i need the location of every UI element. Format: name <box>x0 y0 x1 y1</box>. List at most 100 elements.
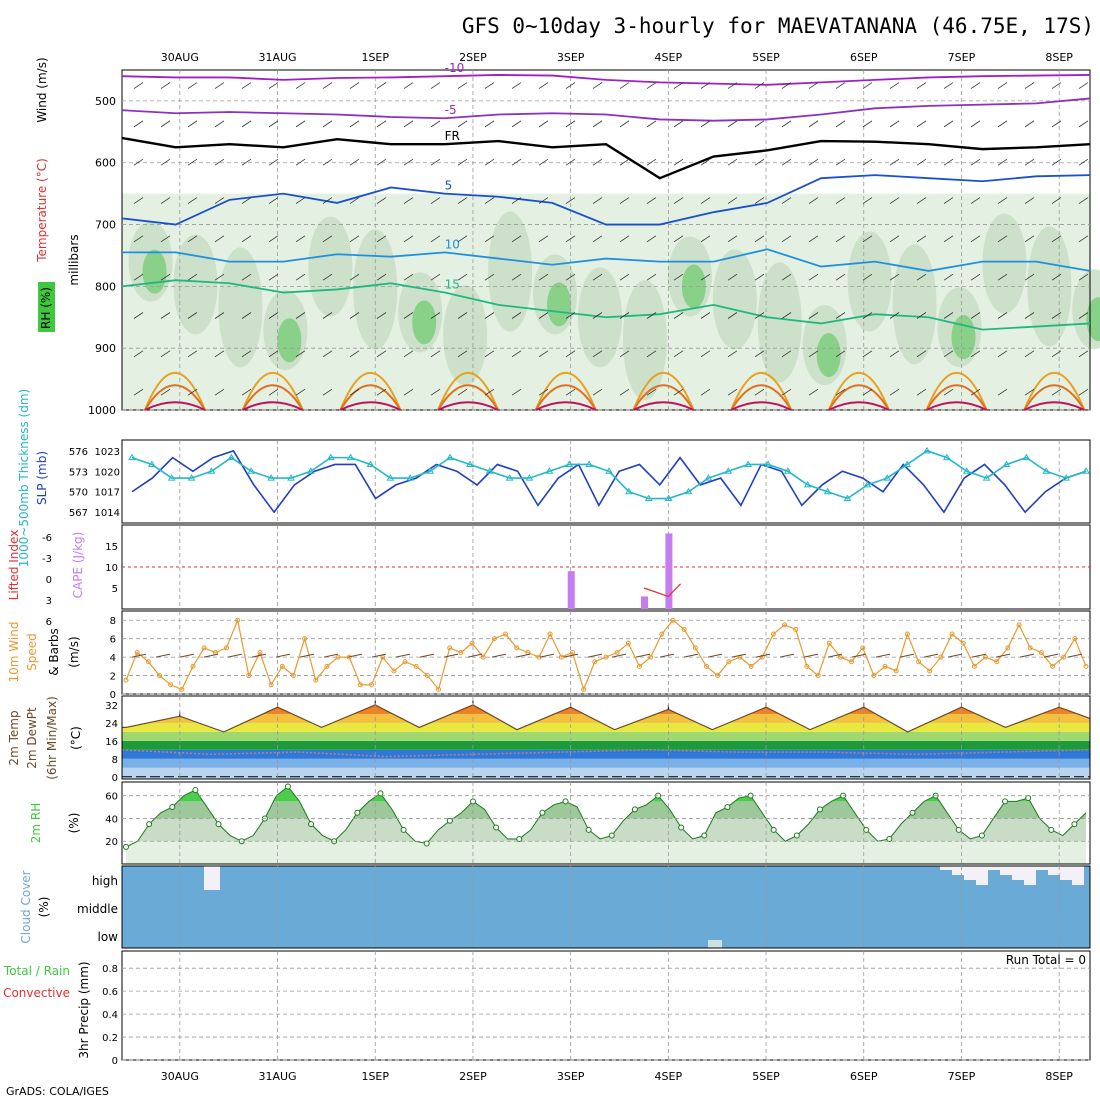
wind-barb <box>511 82 522 89</box>
wind-barb <box>241 235 252 243</box>
wind-barb <box>565 350 576 358</box>
wind-barb-10m <box>1043 653 1059 658</box>
wind-speed-point <box>692 645 698 651</box>
surface-temp-contour <box>925 371 988 411</box>
wind-barb <box>673 312 684 319</box>
wind-barb <box>862 273 873 281</box>
upper-ytick: 1000 <box>88 404 116 417</box>
rh-core <box>547 282 572 327</box>
thickness-marker <box>167 474 176 481</box>
wind-barb <box>538 350 549 358</box>
wind-barb <box>430 350 441 358</box>
isotherm-label: 10 <box>445 237 460 251</box>
wind-barb <box>430 312 441 319</box>
temp-ytick: 32 <box>105 701 118 712</box>
lifted-ytick: 3 <box>46 596 52 607</box>
temp-label-2: 2m DewPt <box>25 707 39 769</box>
rh-ytick: 20 <box>105 837 118 848</box>
upper-label-wind: Wind (m/s) <box>35 57 49 122</box>
wind-speed-point <box>179 686 185 692</box>
credit-text: GrADS: COLA/IGES <box>6 1085 109 1098</box>
temp-frame <box>121 695 1091 780</box>
wind-barb <box>484 158 495 166</box>
wind-barb <box>241 197 252 204</box>
thickness-marker <box>962 467 971 474</box>
wind-barb <box>349 312 360 319</box>
wind-speed-point <box>971 663 977 669</box>
wind-barb <box>133 197 144 204</box>
cloud-gap <box>1024 866 1036 885</box>
wind-barb <box>241 388 252 396</box>
wind-speed-point <box>1038 650 1044 655</box>
wind-barb <box>160 350 171 358</box>
cloud-gap <box>204 866 220 890</box>
date-label-bottom: 30AUG <box>161 1070 199 1083</box>
wind-barb <box>295 235 306 243</box>
wind-speed-point <box>938 654 944 660</box>
wind-barb <box>700 312 711 319</box>
date-label-top: 5SEP <box>752 51 780 64</box>
wind-barb <box>943 197 954 204</box>
wind-speed-point <box>1016 622 1022 628</box>
wind-speed-point <box>1061 654 1067 660</box>
rh-blob <box>443 285 488 386</box>
rh-point <box>446 817 453 824</box>
wind-barb <box>376 82 387 89</box>
wind-barb <box>376 312 387 319</box>
date-label-bottom: 6SEP <box>850 1070 878 1083</box>
surface-temp-contour <box>925 384 988 411</box>
wind-speed-point <box>916 659 922 665</box>
thickness-marker <box>903 460 912 467</box>
temp-ytick: 24 <box>105 719 118 730</box>
wind-barb <box>457 197 468 204</box>
wind-speed-point <box>246 673 252 679</box>
wind-barb <box>781 273 792 281</box>
wind-barb <box>1078 82 1089 89</box>
wind-barb <box>376 273 387 281</box>
wind-speed-point <box>648 654 654 660</box>
cloud-gap <box>976 866 988 885</box>
wind-speed-point <box>703 663 709 669</box>
wind-barb <box>646 197 657 204</box>
wind-barb <box>133 350 144 358</box>
rh-point <box>909 809 916 816</box>
wind-barb <box>511 312 522 319</box>
wind-barb <box>943 120 954 128</box>
date-label-bottom: 1SEP <box>361 1070 389 1083</box>
precip-conv-label: Convective <box>3 986 70 1000</box>
wind-barb <box>889 312 900 319</box>
cloud-unit-label: (%) <box>37 897 51 918</box>
wind-barb <box>349 273 360 281</box>
rh-point <box>123 843 129 850</box>
surface-temp-contour <box>437 371 499 411</box>
wind-barb <box>781 120 792 128</box>
wind-speed-point <box>603 654 609 660</box>
wind-barb <box>295 312 306 319</box>
wind-barb <box>1078 388 1089 396</box>
wind-barb <box>403 235 414 243</box>
date-label-top: 6SEP <box>850 51 878 64</box>
rh-point <box>1002 798 1009 805</box>
wind-barb <box>160 312 171 319</box>
wind-barb <box>133 82 144 89</box>
surface-temp-contour <box>534 384 597 411</box>
wind-barb <box>997 388 1008 396</box>
wind-barb <box>970 158 981 166</box>
wind-barb <box>403 312 414 319</box>
wind-barb <box>1024 312 1035 319</box>
wind-barb-10m <box>731 653 747 658</box>
rh-point <box>169 804 176 811</box>
wind-speed-point <box>759 654 765 660</box>
rh-point <box>585 826 592 833</box>
thickness-marker <box>644 494 653 502</box>
precip-unit-label: 3hr Precip (mm) <box>77 961 91 1058</box>
rh-ytick: 60 <box>105 792 118 803</box>
surface-temp-contour <box>730 401 792 411</box>
wind-barb <box>511 158 522 166</box>
wind-barb <box>457 158 468 166</box>
cloud-gap <box>964 866 976 880</box>
wind-barb <box>727 388 738 396</box>
wind-barb <box>808 158 819 166</box>
wind-barb <box>376 197 387 204</box>
wind-barb-10m <box>467 653 483 658</box>
